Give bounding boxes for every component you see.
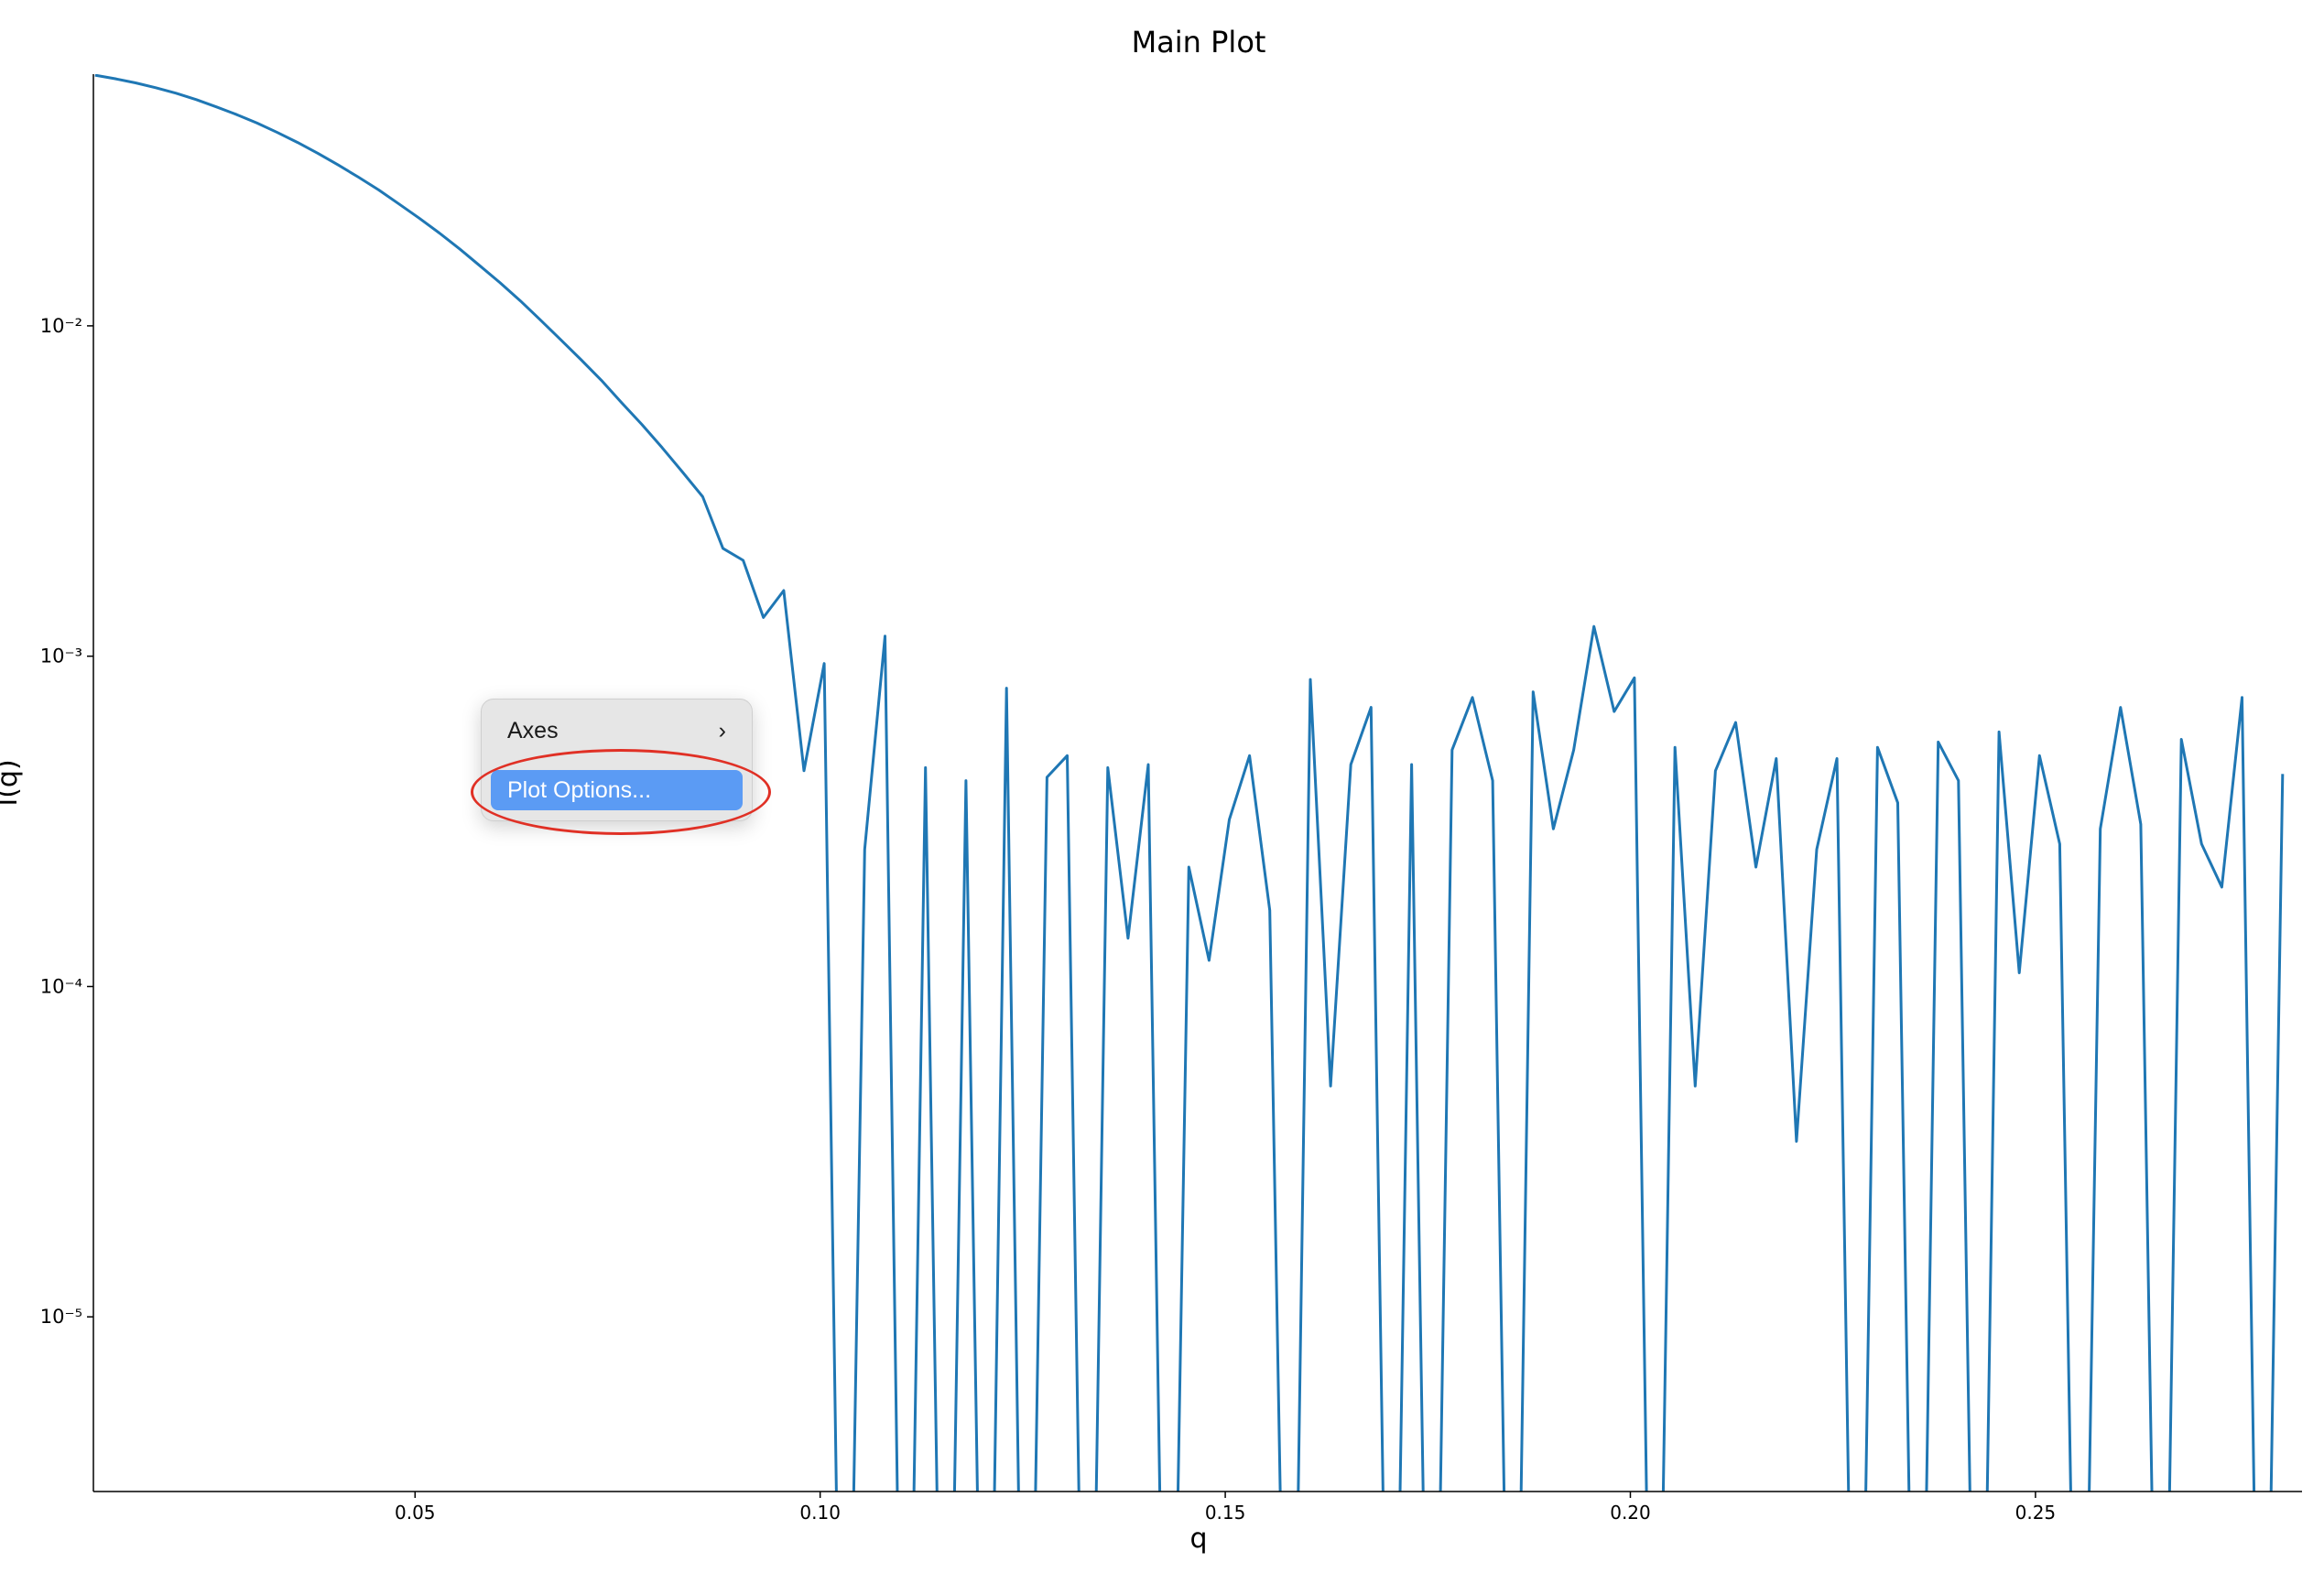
plot-area (94, 74, 2285, 1492)
context-menu: Axes › Plot Options... (481, 699, 753, 821)
y-tick-label: 10⁻² (40, 315, 82, 337)
data-line (94, 74, 2285, 1492)
x-tick-label: 0.15 (1205, 1502, 1246, 1524)
y-axis-label: I(q) (0, 759, 24, 806)
menu-item[interactable]: Plot Options... (491, 770, 743, 810)
x-tick-label: 0.20 (1610, 1502, 1651, 1524)
chart-title: Main Plot (1132, 25, 1266, 60)
x-tick-label: 0.25 (2015, 1502, 2057, 1524)
menu-item-label: Plot Options... (507, 777, 652, 803)
x-axis-label: q (1189, 1523, 1207, 1555)
submenu-chevron: › (718, 718, 726, 743)
y-tick-label: 10⁻⁴ (40, 975, 82, 997)
menu-item[interactable]: Axes › (491, 711, 743, 751)
y-tick-label: 10⁻³ (40, 645, 82, 667)
y-tick-label: 10⁻⁵ (40, 1306, 82, 1328)
menu-item-label: Axes (507, 718, 559, 743)
x-tick-label: 0.05 (395, 1502, 436, 1524)
x-tick-label: 0.10 (799, 1502, 841, 1524)
